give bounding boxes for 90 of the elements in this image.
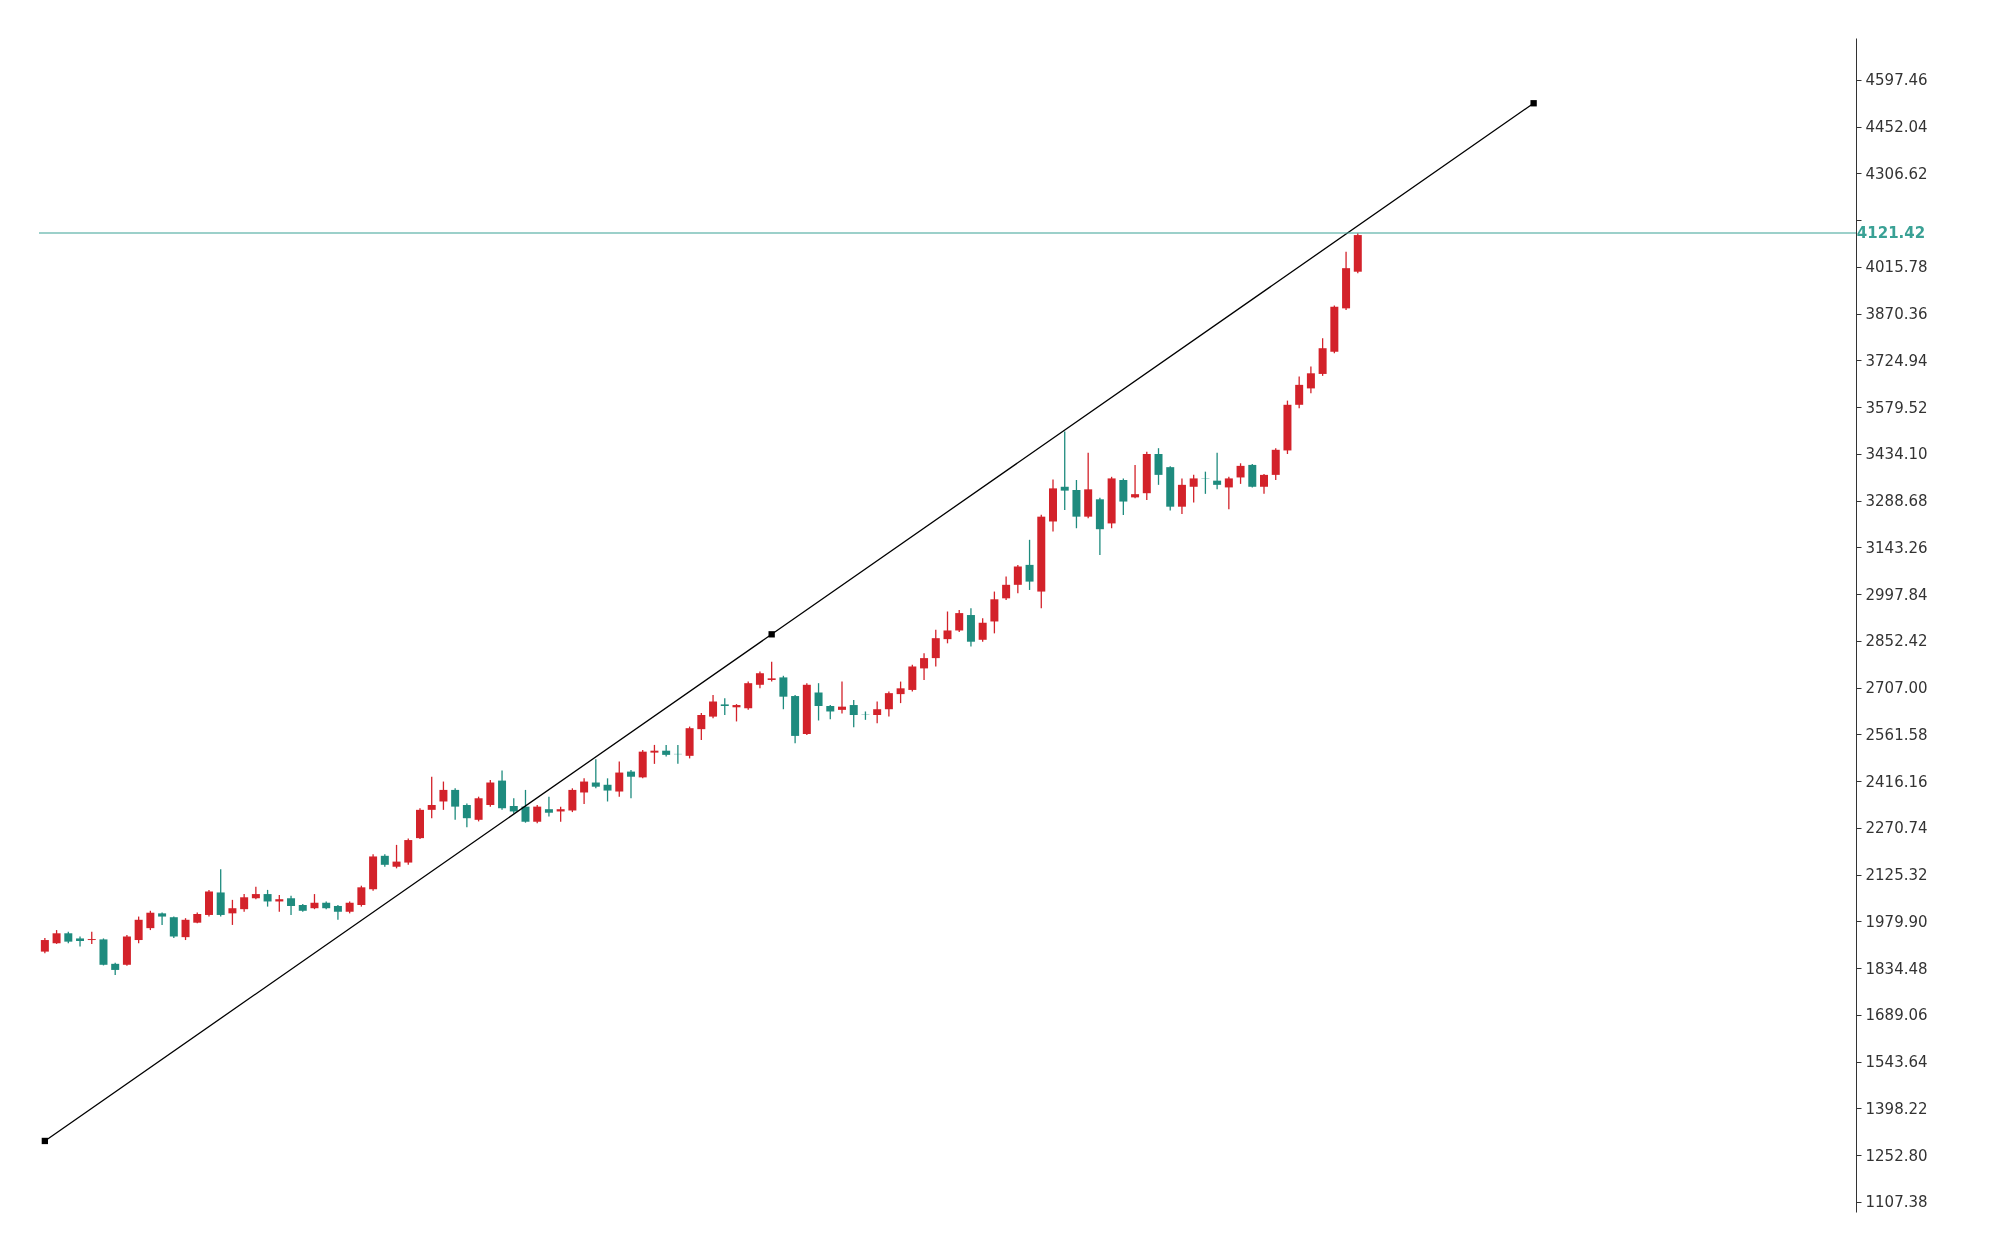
point	[41, 1137, 49, 1145]
y-tick-label: 1834.48	[1865, 959, 1928, 978]
candlestick	[1189, 474, 1198, 504]
candlestick	[146, 910, 155, 931]
candlestick	[1025, 539, 1034, 591]
candlestick	[849, 699, 858, 728]
y-tick-label: 3143.26	[1865, 538, 1928, 557]
y-tick-label: 2997.84	[1865, 585, 1928, 604]
candlestick	[1260, 473, 1269, 495]
candlestick	[404, 837, 413, 866]
y-tick-label: 3724.94	[1865, 351, 1928, 370]
candlestick	[838, 680, 846, 715]
y-tick-label: 1689.06	[1865, 1006, 1928, 1025]
candlestick	[521, 789, 530, 824]
y-tick-label: 2270.74	[1865, 819, 1928, 838]
candlestick	[580, 777, 589, 805]
candlestick	[1177, 477, 1186, 515]
candlestick	[591, 758, 600, 789]
candlestick	[767, 661, 776, 683]
candlestick	[1295, 375, 1304, 409]
y-tick-label: 1543.64	[1865, 1053, 1928, 1072]
y-tick-label: 2707.00	[1865, 679, 1928, 698]
candlestick	[251, 886, 260, 900]
point	[1530, 100, 1537, 107]
candlestick	[955, 609, 964, 633]
y-tick-label: 4306.62	[1865, 164, 1928, 183]
candlestick	[697, 712, 706, 741]
candlestick	[181, 917, 190, 941]
point	[768, 631, 775, 638]
candlestick	[1131, 464, 1140, 499]
candlestick	[216, 868, 225, 918]
candlestick	[1154, 447, 1163, 486]
candlestick	[990, 590, 999, 635]
candlestick	[474, 796, 483, 823]
y-tick-label: 2561.58	[1865, 725, 1928, 744]
candlestick	[533, 804, 542, 824]
y-tick-label: 4597.46	[1865, 71, 1928, 90]
candlestick	[462, 802, 471, 828]
candlestick	[1119, 477, 1128, 516]
y-tick-label: 2416.16	[1865, 772, 1928, 791]
candlestick	[978, 617, 987, 643]
ref-line-label: 4121.42	[1856, 224, 1926, 242]
candlestick	[204, 889, 213, 918]
candlestick	[814, 682, 823, 722]
candlestick	[158, 911, 167, 926]
candlestick	[896, 680, 905, 704]
y-tick-label: 1979.90	[1865, 912, 1928, 931]
candlestick	[427, 776, 436, 819]
candlestick	[1236, 462, 1245, 485]
y-tick-label: 2125.32	[1865, 866, 1928, 885]
candlestick	[779, 675, 788, 710]
candlestick	[873, 700, 882, 725]
candlestick	[650, 744, 659, 765]
y-tick-label: 2852.42	[1865, 632, 1928, 651]
candlestick	[287, 895, 296, 916]
y-tick-label: 4452.04	[1865, 118, 1928, 137]
candlestick	[333, 904, 342, 921]
y-tick-label: 3579.52	[1865, 398, 1928, 417]
candlestick	[1224, 476, 1233, 510]
candlestick	[603, 777, 612, 803]
candlestick	[1306, 365, 1315, 394]
y-tick-label: 3870.36	[1865, 305, 1928, 324]
y-tick-label: 3434.10	[1865, 445, 1928, 464]
candlestick	[615, 760, 624, 798]
candlestick	[568, 787, 577, 813]
candlestick	[134, 915, 143, 944]
candlestick	[1002, 575, 1011, 601]
candlestick	[943, 610, 952, 644]
candlestick	[908, 664, 917, 693]
candlestick	[357, 885, 366, 908]
candlestick	[884, 690, 893, 718]
candlestick	[1060, 430, 1069, 511]
candlestick	[709, 694, 718, 719]
candlestick	[931, 629, 940, 668]
candlestick	[486, 779, 495, 808]
candlestick	[544, 796, 553, 818]
candlestick	[76, 935, 85, 948]
candlestick	[451, 787, 460, 821]
y-tick-label: 1252.80	[1865, 1146, 1928, 1165]
y-tick-label: 1107.38	[1865, 1193, 1928, 1212]
candlestick	[228, 899, 237, 926]
candlestick	[920, 652, 929, 681]
candlestick	[439, 780, 448, 811]
candlestick	[392, 844, 401, 869]
candlestick	[1213, 452, 1222, 490]
y-tick-label: 4015.78	[1865, 258, 1928, 277]
candlestick	[626, 769, 635, 799]
candlestick	[1013, 564, 1022, 594]
y-tick-label: 3288.68	[1865, 492, 1928, 511]
y-tick-label: 1398.22	[1865, 1099, 1928, 1118]
